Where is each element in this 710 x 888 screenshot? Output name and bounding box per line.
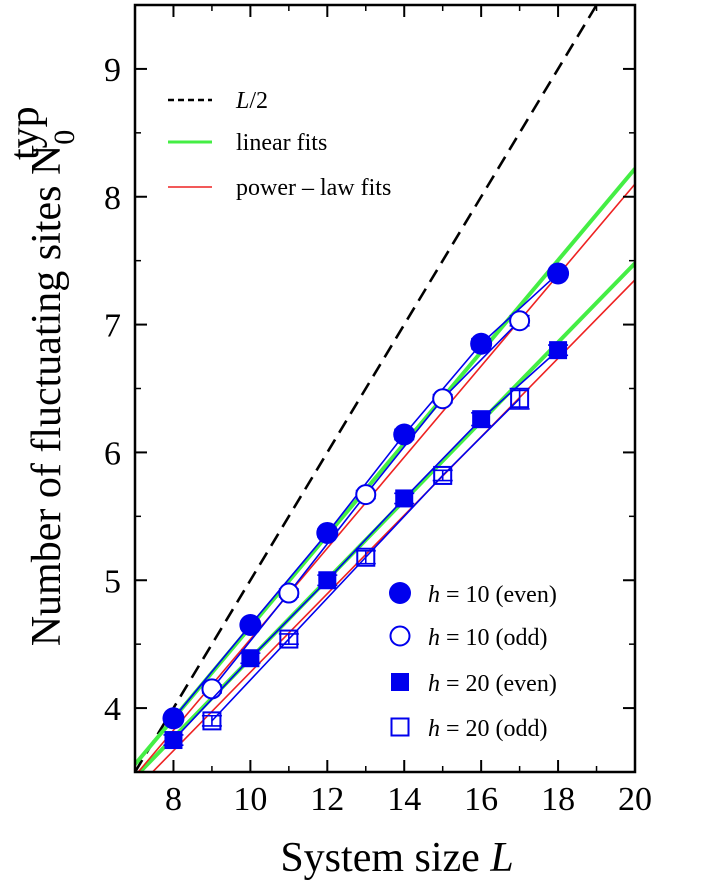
legend-data: h = 10 (even) h = 10 (odd) h = 20 (even) h … [389, 582, 557, 742]
y-axis-title: Number of fluctuating sites N0 typ [2, 106, 81, 646]
data-layer [162, 262, 570, 750]
plot-area [135, 5, 635, 772]
data-point [549, 341, 568, 360]
y-tick-label: 6 [104, 435, 121, 472]
legend-marker [391, 673, 409, 691]
half-l-dashed-line [135, 5, 599, 772]
series-2-connector [172, 349, 559, 741]
data-point [278, 582, 300, 604]
data-point [356, 547, 376, 567]
x-axis-title: System size L [280, 835, 513, 881]
data-point [279, 629, 299, 649]
data-point [355, 484, 377, 506]
data-point [547, 262, 570, 285]
legend-label: linear fits [236, 130, 327, 156]
axes-layer: 8 10 12 14 16 18 20 4 5 6 7 8 9 [104, 3, 652, 818]
data-point [432, 388, 454, 410]
data-point [201, 678, 223, 700]
data-point [202, 711, 222, 731]
legend-label: h = 10 (odd) [428, 625, 548, 651]
x-tick-label: 12 [310, 781, 344, 818]
legend-label: L/2 [235, 88, 268, 114]
legend-label: h = 10 (even) [428, 582, 557, 608]
series-2 [163, 341, 569, 750]
legend-marker [390, 717, 410, 737]
x-tick-label: 14 [387, 781, 421, 818]
data-point [241, 649, 260, 668]
data-point [162, 707, 185, 730]
legend-label: h = 20 (odd) [428, 716, 548, 742]
data-point [472, 410, 491, 429]
x-tick-label: 10 [233, 781, 267, 818]
x-tick-label: 16 [464, 781, 498, 818]
y-tick-label: 4 [104, 691, 121, 728]
legend-label: h = 20 (even) [428, 671, 557, 697]
data-point [433, 465, 453, 485]
data-point [395, 489, 414, 508]
y-tick-label: 8 [104, 180, 121, 217]
svg-text:Number of fluctuating sites N0: Number of fluctuating sites N0 [24, 130, 81, 647]
data-point [510, 389, 530, 409]
legend-marker [389, 582, 411, 604]
x-tick-label: 8 [165, 781, 182, 818]
series-0-connector [172, 272, 559, 719]
data-point [393, 423, 416, 446]
data-point [316, 521, 339, 544]
x-tick-label: 20 [618, 781, 652, 818]
legend-fits: L/2 linear fits power – law fits [168, 88, 391, 201]
data-point [470, 332, 493, 355]
y-tick-label: 5 [104, 563, 121, 600]
x-tick-label: 18 [541, 781, 575, 818]
data-point [318, 571, 337, 590]
y-tick-label: 9 [104, 52, 121, 89]
series-1 [201, 310, 531, 700]
data-point [239, 613, 262, 636]
series-3 [201, 387, 530, 731]
legend-label: power – law fits [236, 175, 391, 201]
series-0 [162, 262, 570, 730]
data-point [164, 731, 183, 750]
legend-marker [389, 625, 411, 647]
power-law-fits-line-1 [151, 279, 635, 772]
power-law-fits-line-0 [137, 183, 635, 772]
data-point [509, 310, 531, 332]
y-tick-label: 7 [104, 308, 121, 345]
svg-text:typ: typ [2, 106, 48, 160]
